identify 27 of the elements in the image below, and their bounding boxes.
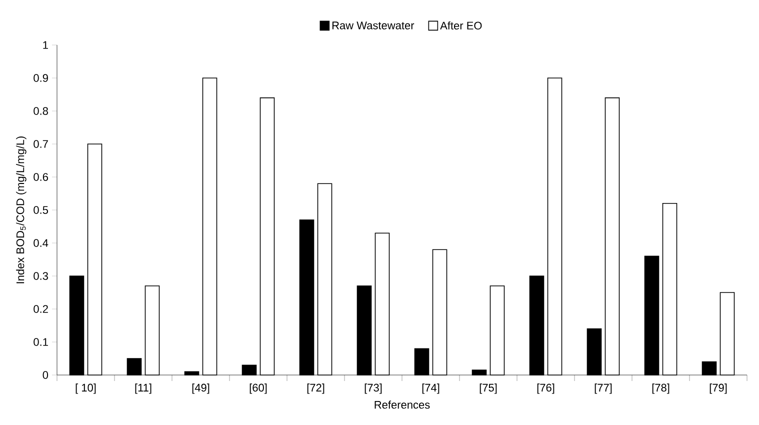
y-tick-label: 0.9	[34, 74, 48, 82]
y-tick-label: 0.8	[34, 107, 48, 115]
y-tick-label: 1	[43, 41, 48, 49]
x-tick-label: [60]	[250, 384, 267, 394]
x-tick-label: [74]	[422, 384, 440, 394]
x-tick-label: [49]	[192, 384, 210, 394]
y-tick-label: 0.3	[34, 272, 48, 280]
x-tick-label: [78]	[652, 384, 670, 394]
x-tick-label: [75]	[480, 384, 497, 394]
x-axis-title: References	[374, 400, 430, 409]
y-tick-label: 0	[42, 371, 48, 379]
y-axis-title: Index BOD$_{5}$/COD (mg/L/mg/L)	[16, 136, 26, 284]
x-tick-label: [11]	[135, 384, 152, 394]
legend-label: Raw Wastewater	[332, 22, 414, 30]
y-tick-label: 0.1	[34, 338, 48, 346]
x-tick-label: [73]	[364, 384, 382, 394]
y-tick-label: 0.2	[34, 305, 48, 313]
x-tick-label: [77]	[594, 384, 612, 394]
y-tick-label: 0.6	[34, 173, 48, 181]
x-tick-label: [79]	[710, 384, 727, 394]
y-tick-label: 0.5	[34, 206, 48, 214]
x-tick-label: [76]	[537, 384, 554, 394]
y-tick-label: 0.7	[34, 140, 48, 148]
x-tick-label: [72]	[307, 384, 324, 394]
x-tick-label: [ 10]	[76, 384, 96, 394]
y-tick-label: 0.4	[34, 239, 48, 247]
legend-label: After EO	[440, 21, 482, 30]
